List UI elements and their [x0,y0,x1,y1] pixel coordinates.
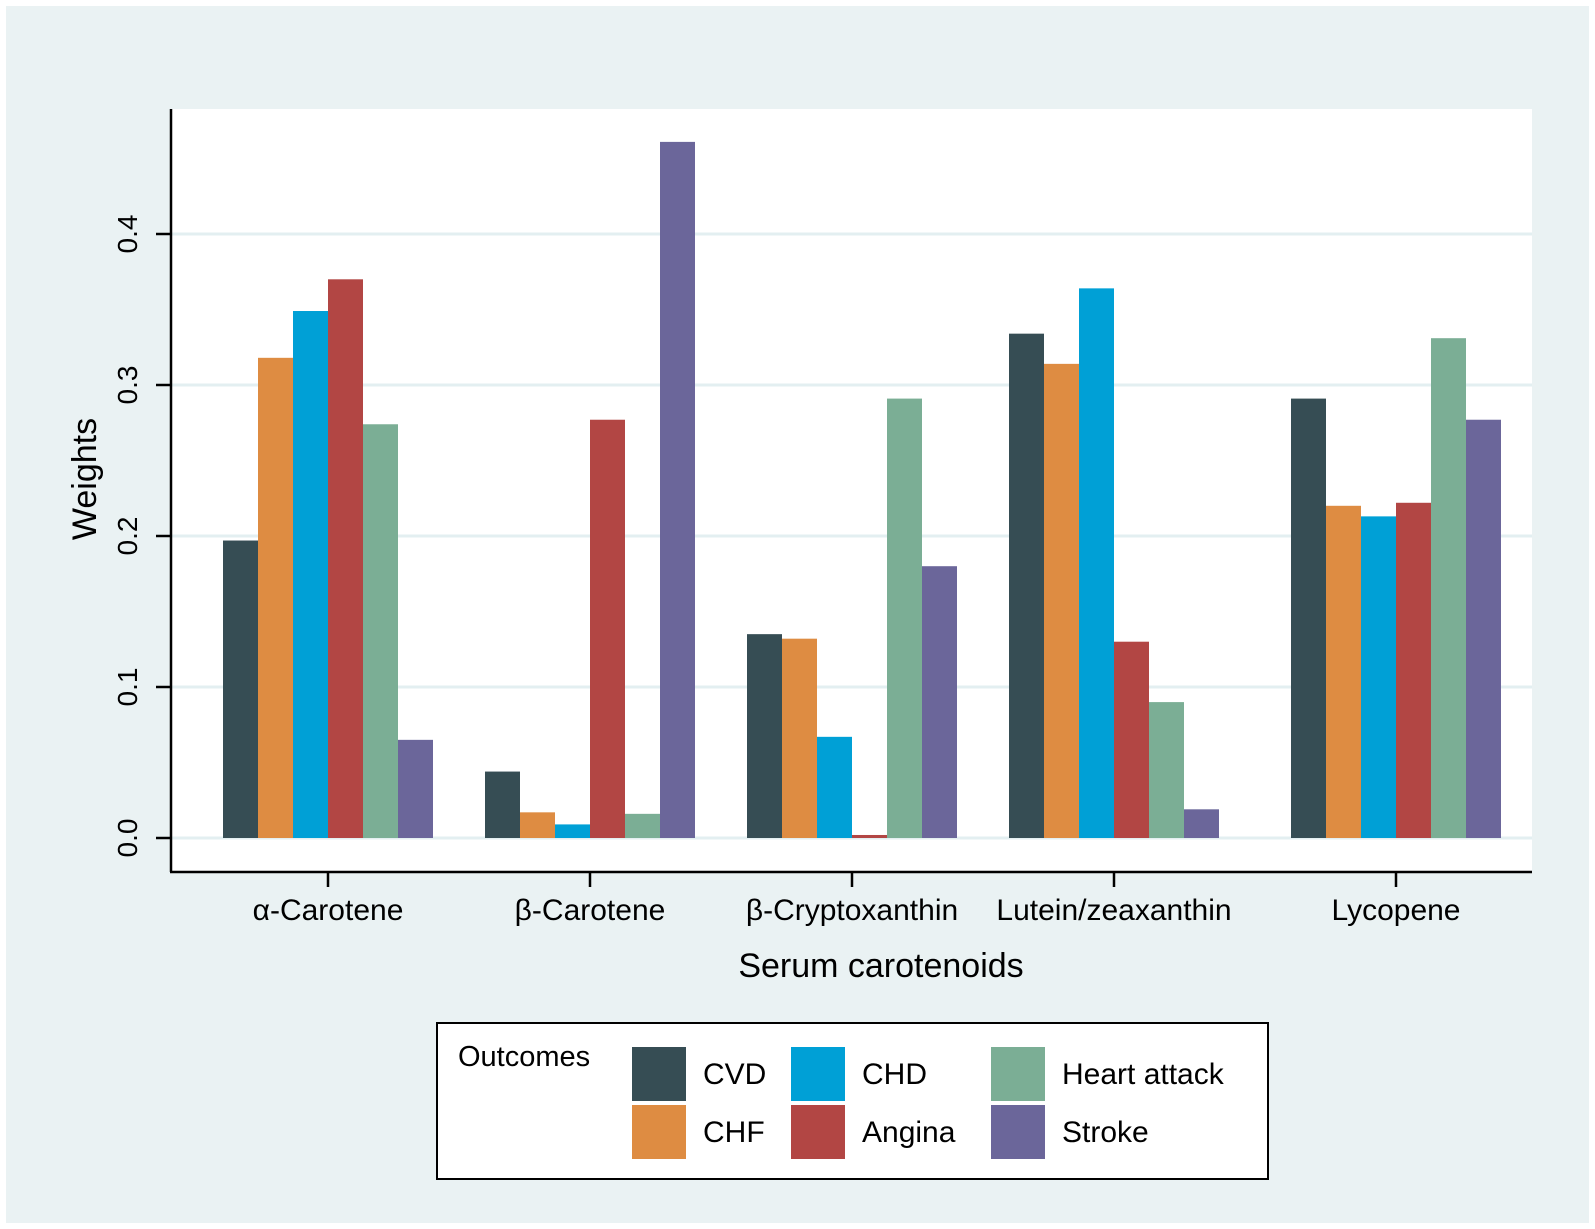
x-ticks: α-Carotene β-Carotene β-Cryptoxanthin Lutei… [253,872,1461,927]
bar-chd [555,824,590,838]
bar-chf [258,357,293,838]
legend-box [436,1022,1269,1180]
bar-heart-attack [887,398,922,838]
bar-cvd [485,771,520,838]
bar-chf [782,638,817,838]
legend-label: Heart attack [1062,1058,1225,1091]
bar-heart-attack [1149,702,1184,838]
legend-label: Stroke [1062,1116,1149,1149]
bar-stroke [398,739,433,838]
legend-label: Angina [862,1116,956,1149]
bar-angina [1396,502,1431,838]
bar-stroke [660,141,695,838]
y-axis-title: Weights [66,418,104,540]
bars [223,141,1501,838]
bar-cvd [1291,398,1326,838]
x-tick-label: Lutein/zeaxanthin [996,894,1231,927]
bar-angina [852,834,887,838]
bar-angina [590,419,625,838]
x-tick-label: β-Carotene [515,894,666,927]
legend-swatch [991,1047,1045,1101]
bar-stroke [1184,809,1219,838]
bar-chf [1326,505,1361,838]
bar-chf [1044,363,1079,838]
y-tick-label: 0.3 [112,366,143,405]
legend-swatch [791,1105,845,1159]
legend-item-stroke: Stroke [991,1105,1149,1159]
bar-stroke [922,566,957,838]
bar-heart-attack [1431,338,1466,838]
bar-chd [1079,288,1114,838]
legend-item-chf: CHF [632,1105,765,1159]
legend-item-cvd: CVD [632,1047,766,1101]
bar-heart-attack [363,424,398,838]
legend-label: CHD [862,1058,927,1091]
bar-cvd [1009,333,1044,838]
x-tick-label: α-Carotene [253,894,404,927]
legend-swatch [991,1105,1045,1159]
legend-item-heart-attack: Heart attack [991,1047,1225,1101]
bar-cvd [223,540,258,838]
legend-items: CVD CHD Heart attack CHF Angina Stroke [632,1047,1225,1159]
legend-swatch [791,1047,845,1101]
bar-chf [520,812,555,838]
legend-label: CHF [703,1116,765,1149]
bar-angina [1114,641,1149,838]
y-tick-label: 0.1 [112,668,143,707]
x-tick-label: β-Cryptoxanthin [746,894,958,927]
legend-swatch [632,1047,686,1101]
legend: Outcomes CVD CHD Heart attack CHF Angina Stro… [436,1022,1269,1180]
y-tick-label: 0.2 [112,517,143,556]
bar-chd [817,736,852,838]
x-axis-title: Serum carotenoids [738,947,1023,985]
legend-item-chd: CHD [791,1047,927,1101]
legend-swatch [632,1105,686,1159]
y-tick-label: 0.4 [112,215,143,254]
bar-chd [1361,516,1396,838]
bar-cvd [747,634,782,838]
legend-title: Outcomes [458,1041,590,1073]
bar-angina [328,279,363,838]
y-tick-label: 0.0 [112,819,143,858]
bar-heart-attack [625,813,660,838]
y-ticks: 0.0 0.1 0.2 0.3 0.4 [112,215,171,858]
bar-stroke [1466,419,1501,838]
legend-label: CVD [703,1058,766,1091]
x-tick-label: Lycopene [1332,894,1461,927]
bar-chd [293,311,328,838]
legend-item-angina: Angina [791,1105,956,1159]
